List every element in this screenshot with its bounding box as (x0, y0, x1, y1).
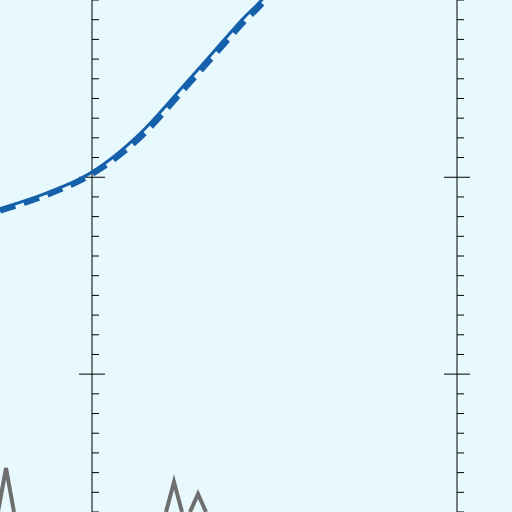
cut-off-letter-glyph (164, 474, 184, 512)
solid-series-line (0, 0, 264, 211)
chart-axes (91, 0, 458, 512)
chart-series (0, 0, 268, 214)
cut-off-letter-glyph (188, 489, 208, 512)
dashed-series-line (0, 0, 268, 214)
chart-ticks (79, 0, 470, 512)
cut-off-letter-glyph (0, 467, 16, 512)
partial-label-glyphs (0, 467, 208, 512)
